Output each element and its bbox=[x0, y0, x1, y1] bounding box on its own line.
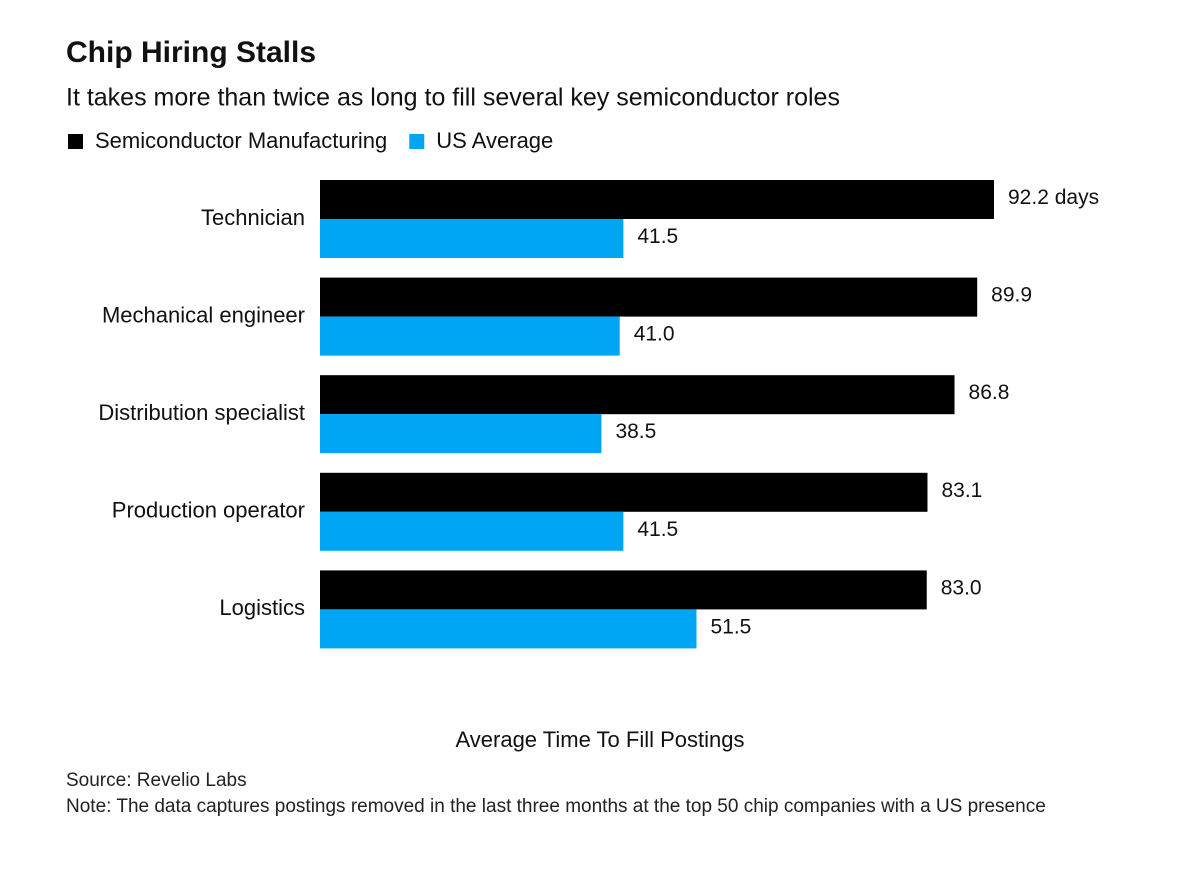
bar bbox=[320, 414, 602, 454]
y-tick-label: Technician bbox=[201, 205, 305, 230]
bar bbox=[320, 511, 624, 551]
bar bbox=[320, 219, 624, 258]
value-label: 83.0 bbox=[941, 576, 982, 599]
y-tick-label: Logistics bbox=[219, 595, 305, 620]
value-label: 41.5 bbox=[637, 518, 678, 541]
x-axis-label: Average Time To Fill Postings bbox=[456, 727, 745, 752]
legend-swatch bbox=[409, 134, 425, 149]
value-label: 51.5 bbox=[710, 615, 751, 638]
y-tick-label: Distribution specialist bbox=[98, 400, 305, 425]
source: Source: Revelio Labs bbox=[66, 770, 247, 791]
value-label: 89.9 bbox=[991, 284, 1032, 307]
bar bbox=[320, 609, 697, 649]
bar bbox=[320, 375, 955, 415]
chart-title: Chip Hiring Stalls bbox=[66, 36, 316, 69]
value-label: 38.5 bbox=[615, 420, 656, 443]
bar bbox=[320, 277, 978, 317]
bar bbox=[320, 180, 994, 219]
bar bbox=[320, 570, 927, 610]
value-label: 83.1 bbox=[941, 479, 982, 502]
chart-subtitle: It takes more than twice as long to fill… bbox=[66, 84, 840, 112]
value-label: 86.8 bbox=[969, 381, 1010, 404]
legend-swatch bbox=[68, 134, 83, 149]
legend-label: Semiconductor Manufacturing bbox=[95, 128, 387, 153]
value-label: 92.2 days bbox=[1008, 186, 1099, 209]
bar bbox=[320, 316, 620, 356]
value-label: 41.0 bbox=[634, 323, 675, 346]
legend-label: US Average bbox=[436, 128, 553, 153]
bar bbox=[320, 472, 928, 512]
value-label: 41.5 bbox=[637, 225, 678, 248]
note: Note: The data captures postings removed… bbox=[66, 796, 1046, 817]
y-tick-label: Production operator bbox=[112, 498, 305, 523]
y-tick-label: Mechanical engineer bbox=[102, 302, 305, 327]
